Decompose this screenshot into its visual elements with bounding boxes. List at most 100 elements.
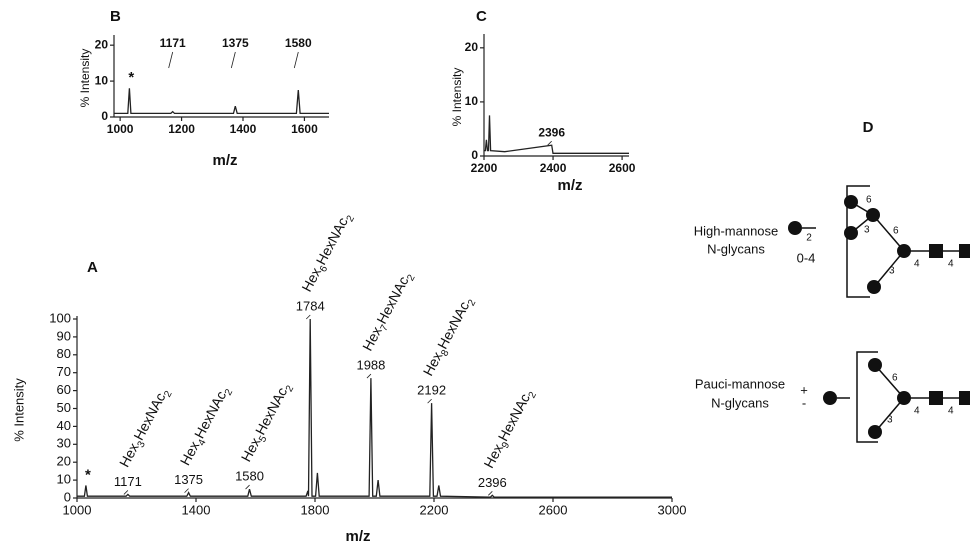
peak-marker: * bbox=[85, 466, 91, 483]
glycan-label: Hex7HexNAc2 bbox=[359, 268, 418, 355]
linkage: 3 bbox=[889, 266, 895, 277]
glcnac bbox=[929, 391, 943, 405]
peak-label: 1580 bbox=[285, 36, 312, 50]
mannose bbox=[844, 195, 911, 294]
glycan-label: Hex9HexNAc2 bbox=[480, 385, 539, 472]
y-tick-label: 100 bbox=[49, 310, 71, 325]
y-axis-title: % Intensity bbox=[11, 378, 26, 442]
spectrum bbox=[114, 88, 329, 115]
glcnac bbox=[959, 391, 970, 405]
x-axis-title: m/z bbox=[557, 177, 582, 194]
glycan-label: Hex5HexNAc2 bbox=[237, 379, 296, 466]
y-tick-label: 20 bbox=[95, 37, 109, 51]
diagram-label: N-glycans bbox=[707, 241, 765, 256]
bracket bbox=[846, 185, 870, 298]
peak-leader bbox=[305, 314, 311, 320]
x-tick-label: 2600 bbox=[609, 161, 636, 175]
x-tick-label: 2200 bbox=[471, 161, 498, 175]
panel-letter: B bbox=[110, 8, 121, 25]
peak-label: 1375 bbox=[222, 36, 249, 50]
peak-leader bbox=[293, 51, 299, 69]
y-tick-label: 40 bbox=[57, 418, 71, 433]
x-axis-title: m/z bbox=[345, 528, 370, 545]
x-tick-label: 1000 bbox=[63, 502, 92, 517]
panel-letter: D bbox=[863, 119, 874, 136]
x-tick-label: 1400 bbox=[182, 502, 211, 517]
y-tick-label: 90 bbox=[57, 328, 71, 343]
linkage: 4 bbox=[948, 406, 954, 417]
peak-leader bbox=[427, 398, 432, 404]
y-axis-title: % Intensity bbox=[450, 68, 464, 127]
y-tick-label: 20 bbox=[57, 454, 71, 469]
glcnac bbox=[959, 244, 970, 258]
panel-letter: C bbox=[476, 8, 487, 25]
y-tick-label: 80 bbox=[57, 346, 71, 361]
x-tick-label: 3000 bbox=[658, 502, 687, 517]
glycan-label: Hex8HexNAc2 bbox=[419, 293, 478, 380]
x-tick-label: 1000 bbox=[107, 122, 134, 136]
x-axis-title: m/z bbox=[212, 152, 237, 169]
diagram-label: High-mannose bbox=[694, 223, 779, 238]
y-tick-label: 10 bbox=[57, 472, 71, 487]
peak-leader bbox=[488, 491, 493, 496]
peak-label: 1375 bbox=[174, 472, 203, 487]
x-tick-label: 1600 bbox=[291, 122, 318, 136]
y-tick-label: 0 bbox=[64, 489, 71, 504]
linkage: 6 bbox=[866, 195, 872, 206]
x-tick-label: 1200 bbox=[168, 122, 195, 136]
peak-leader bbox=[366, 373, 372, 379]
peak-label: 1784 bbox=[296, 298, 325, 313]
peak-label: 1171 bbox=[160, 36, 186, 50]
mannose bbox=[788, 221, 802, 235]
count-label: 2 bbox=[806, 233, 812, 244]
y-tick-label: 70 bbox=[57, 364, 71, 379]
peak-label: 1171 bbox=[114, 474, 142, 489]
peak-label: 2192 bbox=[417, 383, 446, 398]
diagram-label: N-glycans bbox=[711, 395, 769, 410]
x-tick-label: 1400 bbox=[230, 122, 257, 136]
spectrum bbox=[77, 318, 672, 498]
y-tick-label: 10 bbox=[465, 94, 479, 108]
linkage: 3 bbox=[887, 415, 893, 426]
mannose bbox=[868, 358, 911, 439]
linkage: 4 bbox=[914, 259, 920, 270]
diagram: D High-mannose N-glycans 2 0-4 6 3 6 3 4… bbox=[694, 119, 970, 443]
x-tick-label: 1800 bbox=[301, 502, 330, 517]
peak-leader bbox=[123, 490, 129, 495]
mannose bbox=[823, 391, 837, 405]
x-tick-label: 2600 bbox=[539, 502, 568, 517]
glcnac bbox=[929, 244, 943, 258]
peak-leader bbox=[230, 51, 236, 69]
y-tick-label: 30 bbox=[57, 436, 71, 451]
bracket bbox=[856, 351, 878, 443]
peak-label: 1580 bbox=[235, 468, 264, 483]
linkage: 3 bbox=[864, 225, 870, 236]
panel-letter: A bbox=[87, 259, 98, 276]
x-tick-label: 2200 bbox=[420, 502, 449, 517]
x-tick-label: 2400 bbox=[540, 161, 567, 175]
peak-marker: * bbox=[128, 69, 134, 86]
y-axis-title: % Intensity bbox=[78, 49, 92, 108]
spectrum bbox=[484, 115, 629, 154]
linkage: 4 bbox=[914, 406, 920, 417]
y-tick-label: 0 bbox=[101, 109, 108, 123]
glycan-label: Hex6HexNAc2 bbox=[298, 209, 357, 296]
peak-leader bbox=[245, 484, 250, 490]
y-tick-label: 60 bbox=[57, 382, 71, 397]
y-tick-label: 10 bbox=[95, 73, 109, 87]
linkage: 4 bbox=[948, 259, 954, 270]
linkage: 6 bbox=[893, 226, 899, 237]
peak-leader bbox=[168, 51, 174, 69]
sign: - bbox=[802, 395, 806, 410]
peak-label: 2396 bbox=[478, 475, 507, 490]
y-tick-label: 0 bbox=[471, 148, 478, 162]
peak-leader bbox=[547, 140, 552, 146]
y-tick-label: 50 bbox=[57, 400, 71, 415]
peak-label: 2396 bbox=[538, 125, 565, 139]
y-tick-label: 20 bbox=[465, 40, 479, 54]
peak-label: 1988 bbox=[356, 358, 385, 373]
count-label: 0-4 bbox=[797, 250, 816, 265]
peak-leader bbox=[184, 488, 189, 493]
sign: + bbox=[800, 382, 808, 397]
